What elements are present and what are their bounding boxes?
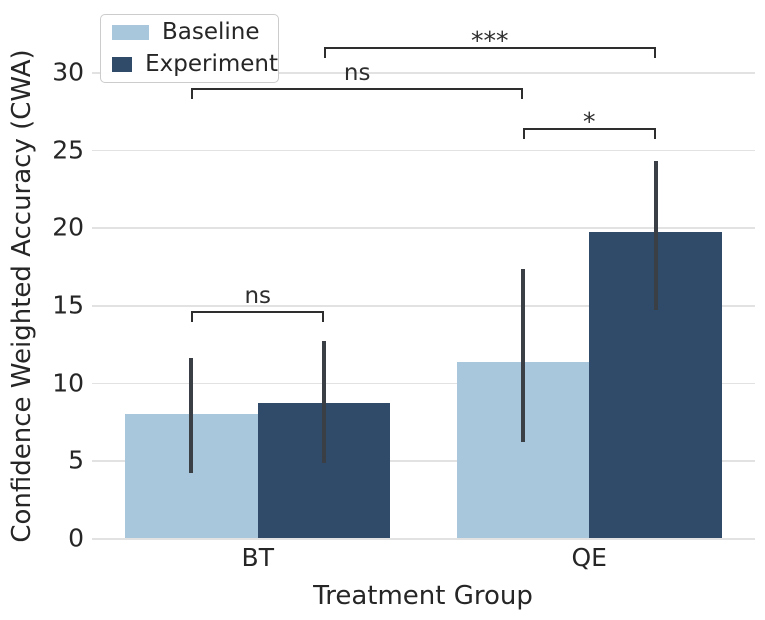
x-tick-label: QE (571, 543, 607, 572)
y-tick-label: 10 (52, 368, 84, 398)
y-tick-label: 30 (52, 57, 84, 87)
significance-label: ns (343, 59, 371, 86)
error-bar-qe-baseline (520, 269, 525, 442)
y-tick-label: 20 (52, 212, 84, 242)
error-bar-bt-baseline (189, 357, 194, 473)
y-tick-label: 0 (68, 523, 84, 553)
significance-bracket (522, 127, 656, 139)
gridline (92, 72, 755, 74)
gridline (92, 460, 755, 462)
significance-label: *** (471, 26, 509, 56)
legend-label-baseline: Baseline (162, 19, 260, 45)
significance-label: * (583, 106, 596, 136)
significance-bracket (191, 311, 325, 323)
legend-label-experiment: Experiment (145, 51, 278, 77)
legend: Baseline Experiment (100, 14, 279, 83)
legend-swatch-experiment-icon (112, 57, 133, 72)
error-bar-bt-experiment (322, 340, 327, 464)
gridline (92, 382, 755, 385)
y-tick-label: 25 (52, 135, 84, 165)
significance-bracket (191, 87, 523, 99)
error-bar-qe-experiment (653, 160, 658, 310)
x-tick-label: BT (241, 543, 274, 572)
legend-item-experiment: Experiment (112, 53, 278, 76)
gridline (92, 227, 755, 229)
significance-label: ns (244, 283, 272, 310)
y-tick-label: 5 (68, 445, 84, 475)
x-axis-label: Treatment Group (313, 581, 533, 611)
gridline (92, 149, 755, 152)
significance-bracket (324, 47, 656, 59)
gridline (92, 538, 755, 540)
legend-item-baseline: Baseline (112, 21, 278, 44)
gridline (92, 305, 755, 307)
y-tick-label: 15 (52, 290, 84, 320)
legend-swatch-baseline-icon (112, 25, 149, 40)
